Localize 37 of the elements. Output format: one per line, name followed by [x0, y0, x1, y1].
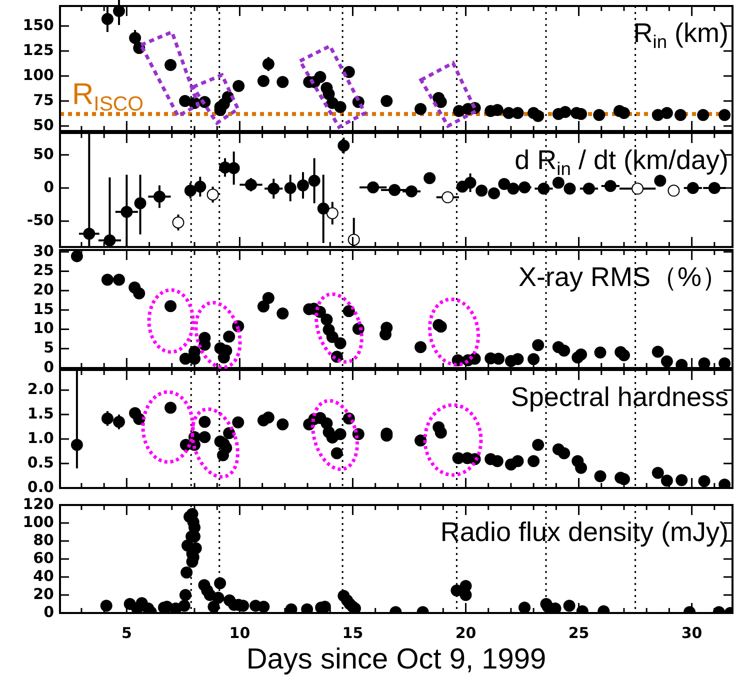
- y-tick-label: 50: [33, 144, 54, 163]
- x-tick-label: 20: [455, 624, 476, 642]
- y-tick-label: 5: [44, 338, 54, 357]
- y-tick-label: 20: [33, 280, 54, 299]
- x-axis-title: Days since Oct 9, 1999: [246, 644, 546, 676]
- y-tick-label: 1.5: [27, 404, 54, 422]
- x-tick-label: 10: [229, 624, 250, 642]
- y-tick-label: 10: [33, 319, 54, 338]
- y-tick-label: 75: [33, 90, 54, 109]
- chart-title: X-ray RMS（%）: [518, 262, 728, 292]
- y-tick-label: 2.0: [27, 380, 54, 398]
- y-tick-label: 50: [33, 116, 54, 134]
- x-tick-label: 5: [121, 624, 132, 642]
- y-tick-label: 100: [22, 512, 54, 531]
- y-tick-label: 15: [33, 300, 54, 318]
- chart-title: Radio flux density (mJy): [440, 517, 729, 547]
- y-tick-label: 30: [33, 242, 54, 260]
- y-tick-label: -50: [26, 211, 54, 230]
- y-tick-label: 0.5: [27, 453, 54, 472]
- y-tick-label: 20: [33, 584, 54, 603]
- y-tick-label: 100: [22, 66, 54, 84]
- y-tick-label: 150: [22, 16, 54, 34]
- y-tick-label: 0: [44, 602, 54, 621]
- y-tick-label: 0.0: [27, 478, 54, 496]
- y-tick-label: 120: [22, 494, 54, 513]
- y-tick-label: 0: [44, 178, 54, 196]
- x-tick-label: 25: [568, 624, 590, 642]
- y-tick-label: 80: [33, 530, 54, 549]
- y-tick-label: 1.0: [27, 428, 54, 447]
- x-tick-label: 15: [342, 624, 364, 642]
- y-tick-label: 0: [44, 358, 54, 376]
- chart-title: Spectral hardness: [510, 382, 729, 412]
- x-tick-label: 30: [681, 624, 702, 642]
- y-tick-label: 25: [33, 261, 54, 280]
- y-tick-label: 60: [33, 548, 54, 567]
- y-tick-label: 125: [22, 40, 54, 59]
- y-tick-label: 40: [33, 566, 54, 585]
